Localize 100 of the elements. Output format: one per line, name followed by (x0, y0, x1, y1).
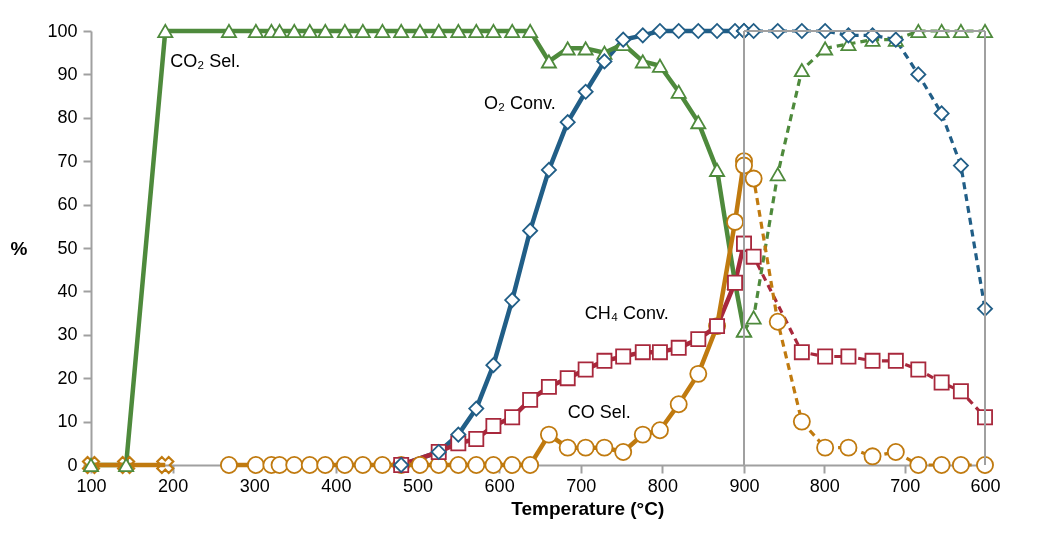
point (485, 23, 502, 39)
y-tick-label: 40 (57, 280, 78, 301)
x-tick-label: 300 (239, 475, 270, 496)
point (300, 456, 319, 474)
x-tick-label: 700 (890, 475, 921, 496)
point (411, 23, 428, 39)
point (792, 412, 811, 431)
point (839, 438, 858, 457)
point (468, 400, 485, 417)
point (540, 378, 557, 395)
point (816, 438, 835, 457)
point (690, 331, 707, 348)
point (793, 63, 810, 78)
point (910, 66, 927, 83)
point (840, 348, 857, 365)
point (744, 169, 763, 188)
x-axis-title: Temperature (°C) (511, 497, 665, 519)
point (156, 455, 175, 475)
point (689, 364, 708, 383)
point (485, 357, 502, 374)
point (485, 417, 502, 434)
series-label: CO Sel. (567, 401, 631, 422)
point (522, 391, 539, 408)
y-tick-label: 0 (67, 454, 78, 475)
point (690, 23, 707, 39)
point (539, 425, 558, 444)
point (726, 213, 744, 231)
point (246, 456, 265, 474)
point (504, 23, 521, 39)
y-tick-label: 70 (57, 150, 78, 171)
point (559, 41, 576, 56)
point (951, 456, 970, 474)
y-tick-label: 100 (47, 20, 78, 41)
point (709, 162, 726, 177)
point (633, 425, 652, 444)
point (374, 23, 391, 39)
point (521, 456, 540, 474)
point (887, 352, 904, 369)
point (219, 456, 238, 474)
point (522, 222, 539, 239)
point (745, 248, 762, 265)
point (817, 41, 834, 56)
point (353, 456, 372, 474)
point (484, 456, 503, 474)
x-tick-label: 200 (158, 475, 189, 496)
point (595, 438, 614, 457)
point (410, 456, 429, 474)
point (886, 443, 905, 461)
point (670, 23, 687, 39)
x-tick-label: 600 (970, 475, 1001, 496)
point (576, 438, 595, 457)
point (952, 383, 969, 400)
point (577, 83, 594, 100)
point (933, 105, 950, 122)
point (864, 352, 881, 369)
point (335, 456, 354, 474)
point (558, 438, 577, 457)
point (651, 58, 668, 73)
x-tick-label: 500 (402, 475, 434, 496)
point (634, 54, 651, 69)
point (354, 23, 371, 39)
point (577, 41, 594, 56)
point (247, 23, 264, 39)
point (745, 310, 762, 325)
point (596, 53, 613, 70)
point (317, 23, 334, 39)
point (503, 456, 522, 474)
x-tick-label: 900 (729, 475, 760, 496)
point (504, 292, 521, 309)
point (468, 23, 485, 39)
y-tick-label: 80 (57, 107, 78, 128)
point (615, 31, 632, 48)
point (336, 23, 353, 39)
point (670, 84, 687, 99)
x-tick-label: 100 (76, 475, 107, 496)
point (670, 339, 687, 356)
point (467, 456, 486, 474)
point (450, 426, 467, 443)
point (286, 23, 303, 39)
point (559, 114, 576, 131)
x-tick-label: 400 (321, 475, 352, 496)
y-tick-label: 30 (57, 324, 78, 345)
point (449, 456, 468, 474)
y-tick-label: 20 (57, 367, 78, 388)
point (271, 23, 288, 39)
point (430, 23, 447, 39)
y-tick-label: 50 (57, 237, 78, 258)
point (285, 456, 304, 474)
point (468, 430, 485, 447)
point (504, 409, 521, 426)
point (450, 23, 467, 39)
point (596, 352, 613, 369)
point (690, 115, 707, 130)
point (669, 395, 688, 414)
point (768, 312, 787, 331)
point (559, 370, 576, 387)
point (522, 23, 539, 39)
point (540, 54, 557, 69)
point (909, 456, 928, 474)
point (270, 456, 289, 474)
